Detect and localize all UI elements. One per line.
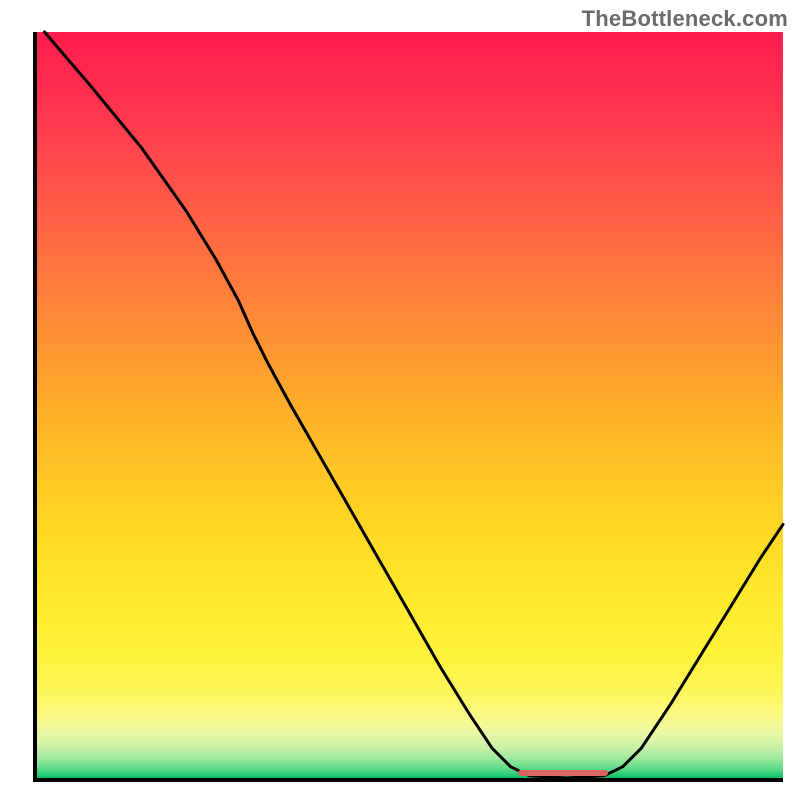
chart-valley-marker (518, 770, 608, 776)
chart-curve-svg (0, 0, 800, 800)
axis-y (33, 32, 37, 782)
page-root: TheBottleneck.com (0, 0, 800, 800)
chart-curve-line (45, 32, 784, 778)
axis-x (33, 778, 783, 782)
